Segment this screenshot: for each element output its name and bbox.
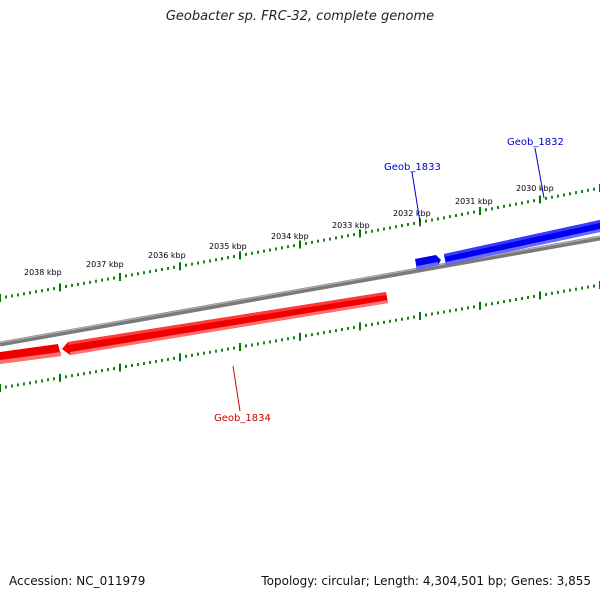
tick-label-2033: 2033 kbp [332,221,370,230]
gene-label-geob-1833[interactable]: Geob_1833 [384,162,441,173]
accession-text: Accession: NC_011979 [9,574,146,588]
gene-reverse-left[interactable] [0,344,61,364]
tick-label-2037: 2037 kbp [86,260,124,269]
map-title: Geobacter sp. FRC-32, complete genome [165,9,435,24]
genome-summary-text: Topology: circular; Length: 4,304,501 bp… [261,574,591,588]
tick-label-2031: 2031 kbp [455,197,493,206]
tick-label-2038: 2038 kbp [24,268,62,277]
tick-label-2036: 2036 kbp [148,251,186,260]
leader-geob-1834 [232,365,241,412]
tick-label-2030: 2030 kbp [516,184,554,193]
genome-backbone [0,235,600,347]
tick-label-2034: 2034 kbp [271,232,309,241]
gene-geob-1832[interactable] [444,220,600,265]
genome-backbone-highlight [0,235,600,344]
gene-label-geob-1832[interactable]: Geob_1832 [507,137,564,148]
leader-geob-1833 [411,171,421,223]
gene-label-geob-1834[interactable]: Geob_1834 [214,413,271,424]
outer-tick-ring [0,184,600,302]
scale-labels: 2030 kbp 2031 kbp 2032 kbp 2033 kbp 2034… [24,184,554,277]
tick-label-2032: 2032 kbp [393,209,431,218]
tick-label-2035: 2035 kbp [209,242,247,251]
gene-geob-1833[interactable] [415,255,441,270]
leader-geob-1832 [534,147,545,199]
gene-geob-1834[interactable] [62,292,388,355]
inner-tick-ring [0,281,600,392]
